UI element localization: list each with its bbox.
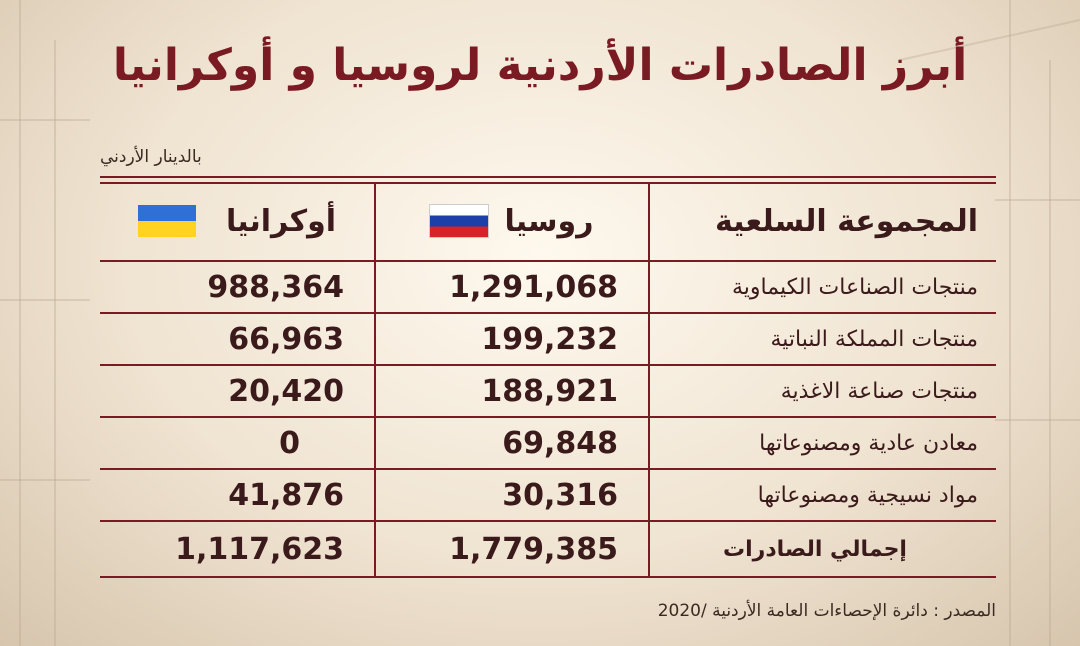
table-top-rule xyxy=(100,176,996,178)
header-ukraine: أوكرانيا xyxy=(104,182,370,260)
row-group: مواد نسيجية ومصنوعاتها xyxy=(757,482,978,508)
row-ukraine-value: 66,963 xyxy=(228,321,344,357)
currency-unit-label: بالدينار الأردني xyxy=(100,147,202,167)
row-ukraine-value: 20,420 xyxy=(228,373,344,409)
header-group: المجموعة السلعية xyxy=(714,203,978,239)
row-separator xyxy=(100,364,996,366)
ukraine-flag-icon xyxy=(137,205,196,237)
row-ukraine-value: 0 xyxy=(279,425,300,461)
row-group: منتجات المملكة النباتية xyxy=(770,326,979,352)
header-russia-label: روسيا xyxy=(504,203,594,239)
row-russia-value: 1,291,068 xyxy=(449,269,618,305)
row-russia-value: 188,921 xyxy=(481,373,618,409)
row-separator xyxy=(100,312,996,314)
total-russia-value: 1,779,385 xyxy=(449,531,618,567)
exports-table: المجموعة السلعية روسيا أوكرانيا منتجات ا… xyxy=(100,176,996,578)
total-ukraine-value: 1,117,623 xyxy=(175,531,344,567)
row-russia-value: 30,316 xyxy=(502,477,618,513)
header-ukraine-label: أوكرانيا xyxy=(225,203,337,239)
row-separator xyxy=(100,520,996,522)
header-russia: روسيا xyxy=(378,182,644,260)
column-separator xyxy=(648,182,650,578)
row-ukraine-value: 41,876 xyxy=(228,477,344,513)
row-separator xyxy=(100,468,996,470)
row-russia-value: 199,232 xyxy=(481,321,618,357)
row-russia-value: 69,848 xyxy=(502,425,618,461)
page-title: أبرز الصادرات الأردنية لروسيا و أوكرانيا xyxy=(112,40,968,91)
table-bottom-rule xyxy=(100,576,996,578)
row-ukraine-value: 988,364 xyxy=(207,269,344,305)
column-separator xyxy=(374,182,376,578)
row-group: معادن عادية ومصنوعاتها xyxy=(759,430,978,456)
total-label: إجمالي الصادرات xyxy=(723,536,907,562)
row-separator xyxy=(100,416,996,418)
source-note: المصدر : دائرة الإحصاءات العامة الأردنية… xyxy=(657,601,996,621)
row-group: منتجات صناعة الاغذية xyxy=(780,378,978,404)
row-group: منتجات الصناعات الكيماوية xyxy=(731,274,978,300)
table-top-rule-inner xyxy=(100,182,996,184)
row-separator xyxy=(100,260,996,262)
russia-flag-icon xyxy=(428,204,489,238)
